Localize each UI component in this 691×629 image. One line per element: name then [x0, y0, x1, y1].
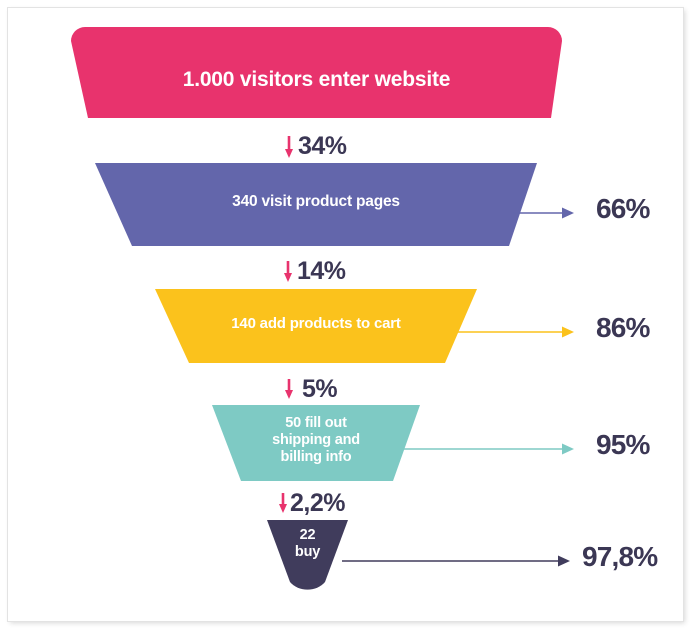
drop-arrow-icon-2 [284, 261, 292, 282]
funnel-segment-2-shape[interactable] [95, 163, 537, 246]
cumulative-percent-5: 97,8% [582, 541, 658, 572]
funnel-chart-card: 1.000 visitors enter website 340 visit p… [8, 8, 683, 621]
funnel-segment-5-shape[interactable] [267, 520, 348, 590]
funnel-segment-3-shape[interactable] [155, 289, 477, 363]
drop-percent-3: 5% [302, 375, 338, 403]
cumulative-percent-2: 66% [596, 193, 650, 224]
side-arrow-3 [452, 326, 574, 338]
drop-arrow-icon-1 [285, 136, 293, 158]
drop-percent-2: 14% [297, 257, 346, 285]
funnel-segment-1-shape[interactable] [71, 27, 562, 118]
cumulative-percent-4: 95% [596, 429, 650, 460]
drop-percent-1: 34% [298, 132, 347, 160]
drop-arrow-icon-4 [279, 493, 287, 513]
funnel-segment-4-shape[interactable] [212, 405, 420, 481]
cumulative-percent-3: 86% [596, 312, 650, 343]
funnel-chart-canvas: 1.000 visitors enter website 340 visit p… [8, 8, 683, 621]
side-arrow-4 [400, 443, 574, 455]
side-arrow-5 [342, 555, 570, 567]
funnel-shapes-svg [71, 27, 574, 590]
side-arrow-2 [513, 207, 574, 219]
drop-arrow-icon-3 [285, 379, 293, 399]
drop-percent-4: 2,2% [290, 489, 345, 517]
